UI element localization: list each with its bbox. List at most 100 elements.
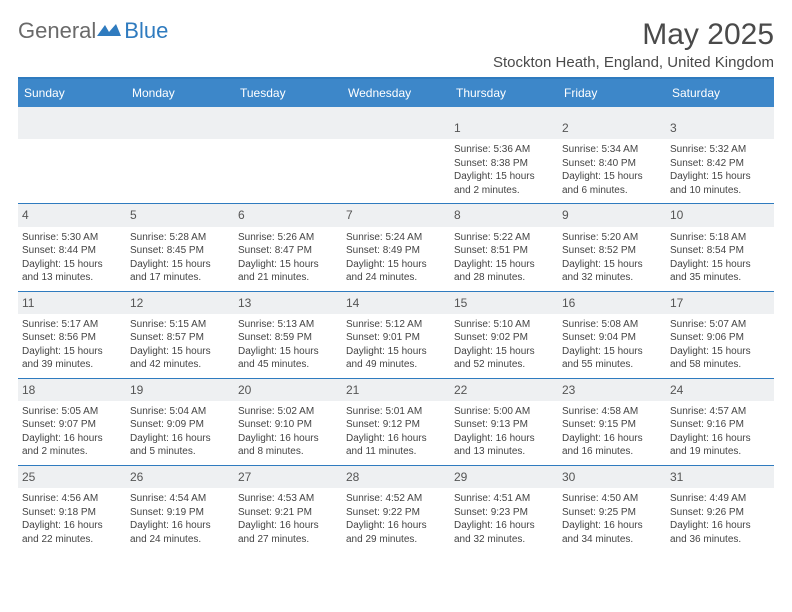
day-day1: Daylight: 16 hours xyxy=(238,432,338,446)
header-spacer xyxy=(18,107,774,117)
day-sunset: Sunset: 8:52 PM xyxy=(562,244,662,258)
day-number: 13 xyxy=(234,292,342,314)
day-sunset: Sunset: 9:15 PM xyxy=(562,418,662,432)
day-sunset: Sunset: 9:12 PM xyxy=(346,418,446,432)
day-detail-cell: Sunrise: 5:10 AMSunset: 9:02 PMDaylight:… xyxy=(450,314,558,378)
day-sunset: Sunset: 9:01 PM xyxy=(346,331,446,345)
day-day2: and 6 minutes. xyxy=(562,184,662,198)
day-number: 21 xyxy=(342,379,450,401)
day-day1: Daylight: 16 hours xyxy=(454,432,554,446)
day-day2: and 24 minutes. xyxy=(130,533,230,547)
day-number: 19 xyxy=(126,379,234,401)
day-number-row: 123 xyxy=(18,117,774,139)
day-sunset: Sunset: 8:45 PM xyxy=(130,244,230,258)
day-detail-cell: Sunrise: 5:04 AMSunset: 9:09 PMDaylight:… xyxy=(126,401,234,465)
wave-icon xyxy=(96,22,122,40)
weekday-header: Sunday xyxy=(18,79,126,107)
day-number: 27 xyxy=(234,466,342,488)
day-day1: Daylight: 16 hours xyxy=(130,432,230,446)
weekday-header: Thursday xyxy=(450,79,558,107)
day-sunset: Sunset: 9:13 PM xyxy=(454,418,554,432)
day-sunrise: Sunrise: 5:36 AM xyxy=(454,143,554,157)
day-number: 10 xyxy=(666,204,774,226)
day-sunrise: Sunrise: 5:24 AM xyxy=(346,231,446,245)
day-sunset: Sunset: 9:07 PM xyxy=(22,418,122,432)
day-detail-row: Sunrise: 5:30 AMSunset: 8:44 PMDaylight:… xyxy=(18,227,774,291)
day-day1: Daylight: 15 hours xyxy=(562,345,662,359)
day-detail-cell: Sunrise: 5:32 AMSunset: 8:42 PMDaylight:… xyxy=(666,139,774,203)
day-sunset: Sunset: 9:10 PM xyxy=(238,418,338,432)
day-day1: Daylight: 15 hours xyxy=(238,258,338,272)
day-number-row: 25262728293031 xyxy=(18,465,774,488)
day-sunrise: Sunrise: 5:10 AM xyxy=(454,318,554,332)
day-sunset: Sunset: 8:49 PM xyxy=(346,244,446,258)
day-day2: and 2 minutes. xyxy=(22,445,122,459)
day-sunrise: Sunrise: 5:30 AM xyxy=(22,231,122,245)
day-sunset: Sunset: 8:38 PM xyxy=(454,157,554,171)
day-detail-cell: Sunrise: 4:56 AMSunset: 9:18 PMDaylight:… xyxy=(18,488,126,552)
day-sunrise: Sunrise: 5:20 AM xyxy=(562,231,662,245)
day-sunrise: Sunrise: 5:00 AM xyxy=(454,405,554,419)
day-sunrise: Sunrise: 5:01 AM xyxy=(346,405,446,419)
day-day1: Daylight: 15 hours xyxy=(130,258,230,272)
day-sunset: Sunset: 9:21 PM xyxy=(238,506,338,520)
day-detail-cell: Sunrise: 4:51 AMSunset: 9:23 PMDaylight:… xyxy=(450,488,558,552)
day-sunrise: Sunrise: 4:51 AM xyxy=(454,492,554,506)
day-detail-cell: Sunrise: 5:15 AMSunset: 8:57 PMDaylight:… xyxy=(126,314,234,378)
day-sunrise: Sunrise: 5:28 AM xyxy=(130,231,230,245)
day-detail-cell: Sunrise: 5:34 AMSunset: 8:40 PMDaylight:… xyxy=(558,139,666,203)
day-sunset: Sunset: 9:26 PM xyxy=(670,506,770,520)
day-sunset: Sunset: 8:54 PM xyxy=(670,244,770,258)
day-detail-cell xyxy=(126,139,234,203)
day-number: 14 xyxy=(342,292,450,314)
day-number: 3 xyxy=(666,117,774,139)
day-day1: Daylight: 15 hours xyxy=(562,258,662,272)
day-day2: and 24 minutes. xyxy=(346,271,446,285)
day-day2: and 17 minutes. xyxy=(130,271,230,285)
day-day2: and 13 minutes. xyxy=(454,445,554,459)
day-sunset: Sunset: 8:56 PM xyxy=(22,331,122,345)
day-sunset: Sunset: 9:19 PM xyxy=(130,506,230,520)
day-sunset: Sunset: 8:59 PM xyxy=(238,331,338,345)
day-day2: and 29 minutes. xyxy=(346,533,446,547)
day-sunset: Sunset: 9:16 PM xyxy=(670,418,770,432)
day-detail-cell: Sunrise: 4:49 AMSunset: 9:26 PMDaylight:… xyxy=(666,488,774,552)
day-day2: and 28 minutes. xyxy=(454,271,554,285)
day-day2: and 32 minutes. xyxy=(454,533,554,547)
title-block: May 2025 Stockton Heath, England, United… xyxy=(493,18,774,71)
month-title: May 2025 xyxy=(493,18,774,52)
day-number: 15 xyxy=(450,292,558,314)
day-sunrise: Sunrise: 4:53 AM xyxy=(238,492,338,506)
day-detail-cell: Sunrise: 5:24 AMSunset: 8:49 PMDaylight:… xyxy=(342,227,450,291)
day-detail-row: Sunrise: 5:05 AMSunset: 9:07 PMDaylight:… xyxy=(18,401,774,465)
day-day2: and 52 minutes. xyxy=(454,358,554,372)
day-detail-row: Sunrise: 4:56 AMSunset: 9:18 PMDaylight:… xyxy=(18,488,774,552)
day-sunrise: Sunrise: 5:02 AM xyxy=(238,405,338,419)
day-number: 12 xyxy=(126,292,234,314)
day-day1: Daylight: 15 hours xyxy=(562,170,662,184)
day-day1: Daylight: 15 hours xyxy=(346,258,446,272)
day-number: 6 xyxy=(234,204,342,226)
day-detail-cell: Sunrise: 4:58 AMSunset: 9:15 PMDaylight:… xyxy=(558,401,666,465)
day-number: 23 xyxy=(558,379,666,401)
day-sunset: Sunset: 8:42 PM xyxy=(670,157,770,171)
day-day2: and 10 minutes. xyxy=(670,184,770,198)
day-day1: Daylight: 16 hours xyxy=(346,519,446,533)
day-sunrise: Sunrise: 4:57 AM xyxy=(670,405,770,419)
day-detail-cell: Sunrise: 5:30 AMSunset: 8:44 PMDaylight:… xyxy=(18,227,126,291)
day-sunset: Sunset: 9:04 PM xyxy=(562,331,662,345)
day-sunrise: Sunrise: 5:34 AM xyxy=(562,143,662,157)
day-detail-cell: Sunrise: 5:12 AMSunset: 9:01 PMDaylight:… xyxy=(342,314,450,378)
day-sunrise: Sunrise: 5:08 AM xyxy=(562,318,662,332)
day-detail-row: Sunrise: 5:17 AMSunset: 8:56 PMDaylight:… xyxy=(18,314,774,378)
day-number: 26 xyxy=(126,466,234,488)
day-sunrise: Sunrise: 5:12 AM xyxy=(346,318,446,332)
day-number: 11 xyxy=(18,292,126,314)
day-sunset: Sunset: 9:09 PM xyxy=(130,418,230,432)
day-day2: and 11 minutes. xyxy=(346,445,446,459)
weekday-header-row: SundayMondayTuesdayWednesdayThursdayFrid… xyxy=(18,79,774,107)
day-detail-cell: Sunrise: 5:01 AMSunset: 9:12 PMDaylight:… xyxy=(342,401,450,465)
day-day1: Daylight: 15 hours xyxy=(670,345,770,359)
day-day1: Daylight: 15 hours xyxy=(22,345,122,359)
day-day1: Daylight: 16 hours xyxy=(346,432,446,446)
